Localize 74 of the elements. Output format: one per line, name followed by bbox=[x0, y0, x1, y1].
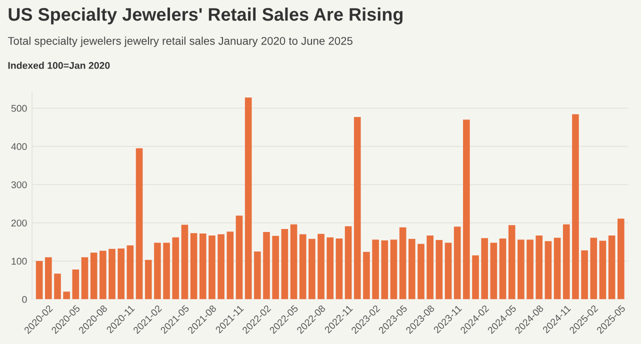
bar bbox=[254, 252, 261, 300]
bar bbox=[554, 238, 561, 300]
bar bbox=[72, 269, 80, 300]
bar bbox=[181, 224, 188, 300]
bar bbox=[608, 235, 616, 300]
bar bbox=[472, 255, 479, 300]
bar bbox=[363, 252, 370, 300]
bar bbox=[100, 250, 106, 300]
bar bbox=[390, 240, 398, 300]
bar bbox=[518, 240, 524, 300]
bar bbox=[199, 234, 206, 300]
bar bbox=[45, 257, 52, 300]
bar bbox=[408, 238, 416, 300]
bar bbox=[444, 242, 452, 300]
bar bbox=[118, 248, 125, 300]
bar bbox=[263, 232, 270, 300]
y-axis-title: Indexed 100=Jan 2020 bbox=[8, 62, 110, 69]
bar bbox=[154, 242, 161, 300]
y-tick-label: 0 bbox=[22, 296, 27, 303]
chart-title: US Specialty Jewelers' Retail Sales Are Rising bbox=[8, 8, 402, 24]
bar bbox=[144, 260, 152, 300]
y-tick-label: 100 bbox=[12, 258, 27, 265]
bar bbox=[54, 274, 61, 300]
bar bbox=[426, 235, 434, 300]
bar bbox=[63, 292, 70, 300]
bar bbox=[481, 238, 488, 300]
bar bbox=[90, 252, 98, 300]
bar bbox=[536, 235, 543, 300]
bar bbox=[454, 226, 461, 300]
bar bbox=[463, 120, 470, 300]
bar bbox=[272, 236, 279, 300]
bar bbox=[299, 234, 306, 300]
bar bbox=[418, 244, 424, 300]
bar bbox=[599, 240, 606, 300]
bar bbox=[244, 97, 252, 300]
bar bbox=[236, 216, 243, 300]
y-tick-label: 300 bbox=[11, 181, 27, 188]
bar bbox=[226, 232, 234, 300]
bar bbox=[336, 238, 343, 300]
chart-subtitle: Total specialty jewelers jewelry retail sales January 2020 to June 2025 bbox=[8, 36, 352, 48]
bar bbox=[399, 227, 406, 300]
bar bbox=[354, 116, 361, 300]
bar bbox=[281, 228, 288, 300]
bar bbox=[526, 240, 534, 300]
bar bbox=[508, 225, 516, 300]
bar bbox=[618, 218, 624, 300]
bar bbox=[562, 224, 570, 300]
bar bbox=[572, 114, 579, 300]
bar bbox=[290, 224, 298, 300]
bar bbox=[218, 234, 224, 300]
bar bbox=[590, 238, 598, 300]
bar bbox=[499, 238, 506, 300]
bar bbox=[190, 233, 198, 300]
bar bbox=[163, 242, 170, 300]
bar bbox=[544, 241, 552, 300]
bar bbox=[172, 237, 180, 300]
bar bbox=[581, 250, 588, 300]
bar bbox=[108, 248, 116, 300]
bar bbox=[136, 148, 143, 300]
bar bbox=[208, 235, 216, 300]
y-tick-label: 400 bbox=[11, 143, 27, 150]
bar bbox=[381, 240, 388, 300]
bar bbox=[344, 226, 352, 300]
bar bbox=[436, 240, 443, 300]
y-tick-label: 200 bbox=[11, 220, 27, 226]
y-tick-label: 500 bbox=[11, 104, 27, 112]
bar bbox=[126, 245, 134, 300]
bar bbox=[318, 234, 324, 300]
bar bbox=[372, 240, 379, 300]
bar bbox=[490, 242, 498, 300]
bar bbox=[81, 257, 88, 300]
bar bbox=[326, 237, 334, 300]
bar bbox=[36, 261, 43, 300]
bar bbox=[308, 238, 316, 300]
